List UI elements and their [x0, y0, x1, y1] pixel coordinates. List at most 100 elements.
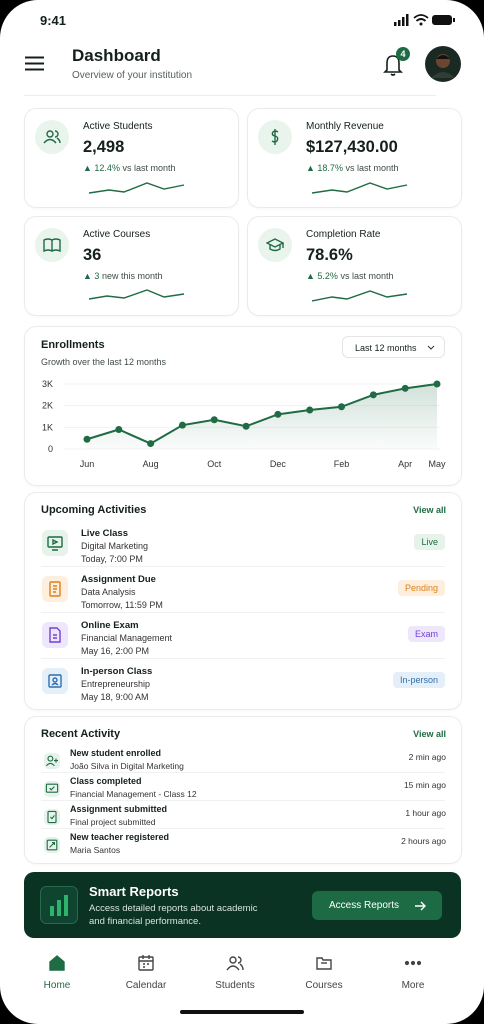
activity-title: In-person Class [81, 666, 153, 677]
point [401, 384, 409, 392]
chart-title: Enrollments [41, 339, 105, 351]
change-value: 12.4% [94, 163, 120, 173]
stat-icon [258, 120, 292, 154]
stat-change: ▲ 18.7% vs last month [306, 163, 399, 173]
activity-icon [42, 530, 68, 556]
icon-glyph [271, 129, 279, 145]
icon-glyph [226, 956, 244, 971]
recent-time: 1 hour ago [405, 808, 446, 818]
status-icons [394, 14, 455, 26]
recent-time: 2 min ago [408, 752, 446, 762]
stat-icon [35, 228, 69, 262]
nav-icon [137, 954, 155, 977]
activity-time: May 18, 9:00 AM [81, 692, 149, 702]
stat-value: $127,430.00 [306, 138, 398, 156]
y-tick-label: 3K [42, 379, 53, 389]
stat-value: 2,498 [83, 138, 125, 156]
activity-icon [42, 576, 68, 602]
section-title: Recent Activity [41, 728, 121, 740]
change-note: new this month [101, 271, 163, 281]
recent-subtitle: João Silva in Digital Marketing [70, 761, 184, 771]
area [87, 384, 437, 449]
x-tick-label: May [428, 459, 446, 469]
recent-icon [44, 781, 60, 797]
stat-value: 36 [83, 246, 102, 264]
sparkline [88, 287, 189, 310]
recent-title: Assignment submitted [70, 804, 168, 814]
recent-icon [44, 753, 60, 769]
activity-subtitle: Digital Marketing [81, 541, 149, 551]
stat-label: Active Students [83, 121, 153, 132]
icon-glyph [266, 238, 284, 252]
notification-badge: 4 [396, 47, 410, 61]
nav-item[interactable]: Students [195, 952, 275, 996]
nav-item[interactable]: Home [17, 952, 97, 996]
recent-icon [44, 837, 60, 853]
icon-glyph [46, 839, 58, 851]
recent-time: 2 hours ago [401, 836, 446, 846]
activity-title: Online Exam [81, 620, 139, 631]
change-note: vs last month [345, 163, 399, 173]
avatar[interactable] [425, 46, 461, 82]
nav-label: More [401, 980, 425, 991]
view-all-link[interactable]: View all [413, 505, 446, 515]
y-tick-label: 0 [48, 444, 53, 454]
stat-label: Active Courses [83, 229, 151, 240]
nav-icon [404, 954, 422, 977]
nav-label: Calendar [125, 980, 167, 991]
status-badge: In-person [392, 672, 445, 688]
stat-label: Monthly Revenue [306, 121, 384, 132]
point [274, 410, 282, 418]
recent-card: Recent Activity View all New student enr… [24, 716, 462, 864]
status-badge: Pending [397, 580, 445, 596]
banner-icon [40, 886, 78, 924]
stat-icon [258, 228, 292, 262]
stat-value: 78.6% [306, 246, 353, 264]
nav-icon [315, 954, 333, 977]
icon-glyph [404, 960, 422, 966]
activity-subtitle: Data Analysis [81, 587, 136, 597]
page-subtitle: Overview of your institution [72, 70, 193, 81]
nav-item[interactable]: More [373, 952, 453, 996]
point [306, 406, 314, 414]
notification-bell[interactable] [382, 53, 406, 77]
icon-glyph [138, 955, 154, 971]
sparkline [311, 287, 412, 310]
recent-subtitle: Final project submitted [70, 817, 156, 827]
x-tick-label: Aug [143, 459, 159, 469]
recent-subtitle: Financial Management - Class 12 [70, 789, 197, 799]
activity-title: Assignment Due [81, 574, 156, 585]
range-selector[interactable]: Last 12 months [342, 336, 445, 358]
view-all-link[interactable]: View all [413, 729, 446, 739]
icon-glyph [45, 755, 58, 767]
icon-glyph [49, 581, 61, 597]
row-divider [41, 612, 445, 613]
row-divider [41, 566, 445, 567]
activity-time: May 16, 2:00 PM [81, 646, 150, 656]
x-tick-label: Feb [334, 459, 350, 469]
point [433, 380, 441, 388]
recent-title: New student enrolled [70, 748, 162, 758]
stat-change: ▲ 5.2% vs last month [306, 271, 394, 281]
home-indicator [180, 1010, 304, 1014]
banner-title: Smart Reports [89, 884, 179, 899]
nav-icon [48, 954, 66, 977]
status-time: 9:41 [40, 13, 67, 28]
icon-glyph [47, 536, 63, 551]
point [338, 403, 346, 411]
change-value: 18.7% [317, 163, 343, 173]
row-divider [41, 772, 445, 773]
row-divider [41, 658, 445, 659]
point [178, 421, 186, 429]
x-tick-label: Oct [207, 459, 222, 469]
access-reports-button[interactable]: Access Reports [312, 891, 442, 920]
icon-glyph [49, 627, 61, 643]
stat-label: Completion Rate [306, 229, 381, 240]
activity-icon [42, 668, 68, 694]
button-label: Access Reports [329, 900, 400, 911]
nav-item[interactable]: Calendar [106, 952, 186, 996]
range-label: Last 12 months [355, 343, 417, 353]
menu-button[interactable] [25, 56, 44, 71]
nav-item[interactable]: Courses [284, 952, 364, 996]
y-tick-label: 1K [42, 422, 53, 432]
